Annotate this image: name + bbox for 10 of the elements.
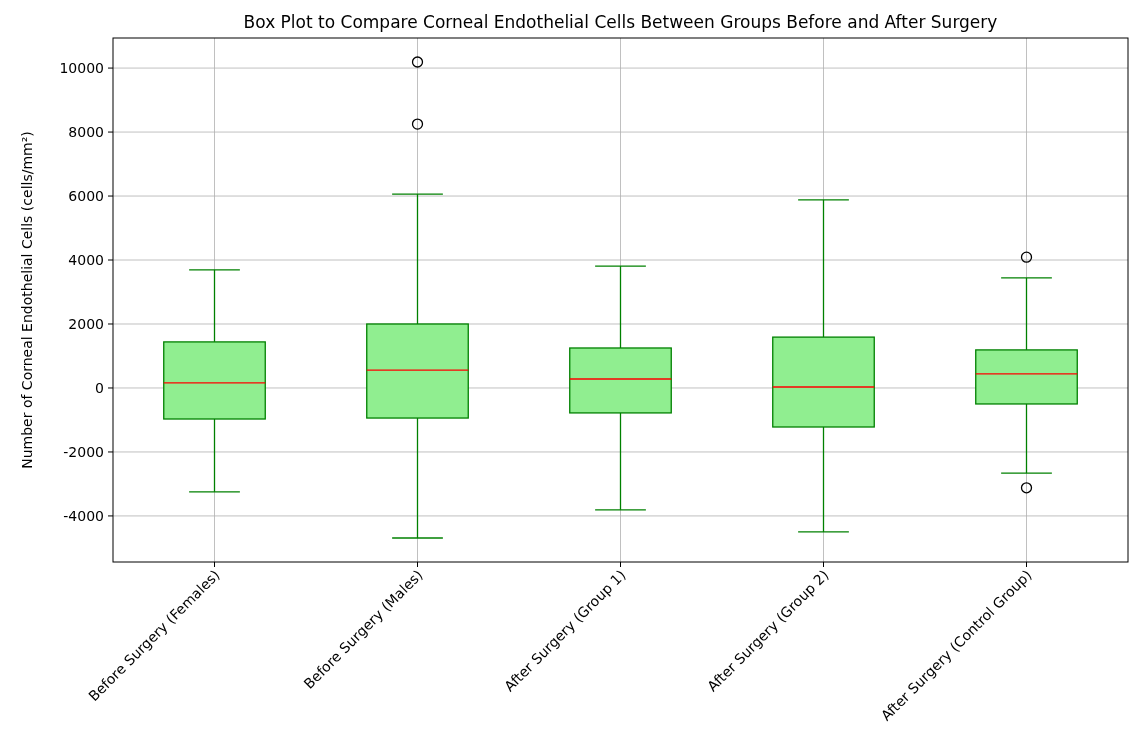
y-tick-label: -2000	[63, 443, 104, 460]
y-tick-label: 2000	[68, 315, 104, 332]
y-tick-label: 6000	[68, 187, 104, 204]
y-tick-label: 4000	[68, 251, 104, 268]
y-tick-label: 10000	[59, 59, 104, 76]
y-axis-title: Number of Corneal Endothelial Cells (cells/mm²)	[19, 131, 35, 469]
y-tick-label: -4000	[63, 507, 104, 524]
y-tick-label: 8000	[68, 123, 104, 140]
chart-title: Box Plot to Compare Corneal Endothelial Cells Between Groups Before and After Surgery	[243, 12, 998, 32]
y-tick-label: 0	[95, 379, 104, 396]
